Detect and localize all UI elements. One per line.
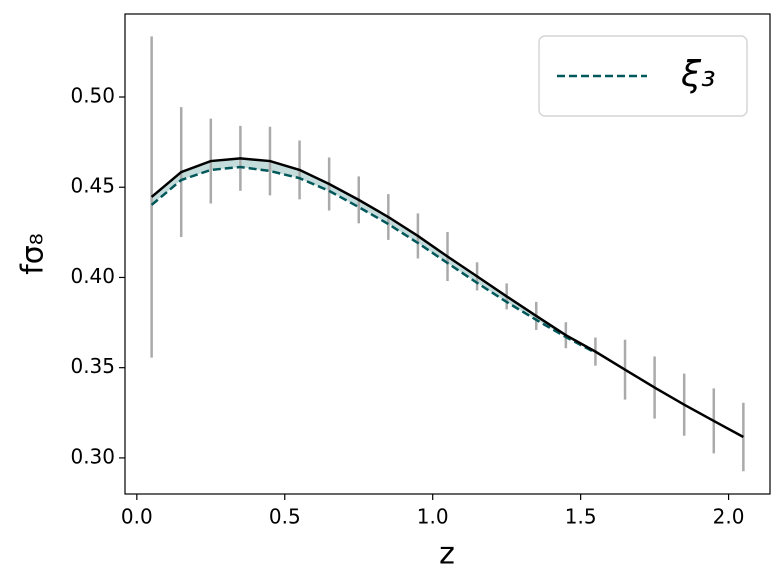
y-tick-label: 0.35	[70, 354, 115, 378]
line-series	[150, 165, 597, 354]
y-tick-label: 0.30	[70, 444, 115, 468]
x-tick-label: 0.0	[121, 505, 153, 529]
x-tick-label: 1.5	[565, 505, 597, 529]
plot-frame	[124, 13, 771, 495]
y-tick-label: 0.50	[70, 84, 115, 108]
line-series	[150, 157, 744, 439]
legend-label: ξ₃	[680, 54, 716, 95]
x-tick-label: 0.5	[269, 505, 301, 529]
y-tick-label: 0.40	[70, 264, 115, 288]
x-tick-label: 2.0	[713, 505, 745, 529]
y-axis-label: fσ₈	[16, 233, 51, 275]
x-tick-label: 1.0	[417, 505, 449, 529]
y-tick-label: 0.45	[70, 174, 115, 198]
x-axis-label: z	[439, 537, 455, 572]
band-fill	[151, 158, 596, 353]
